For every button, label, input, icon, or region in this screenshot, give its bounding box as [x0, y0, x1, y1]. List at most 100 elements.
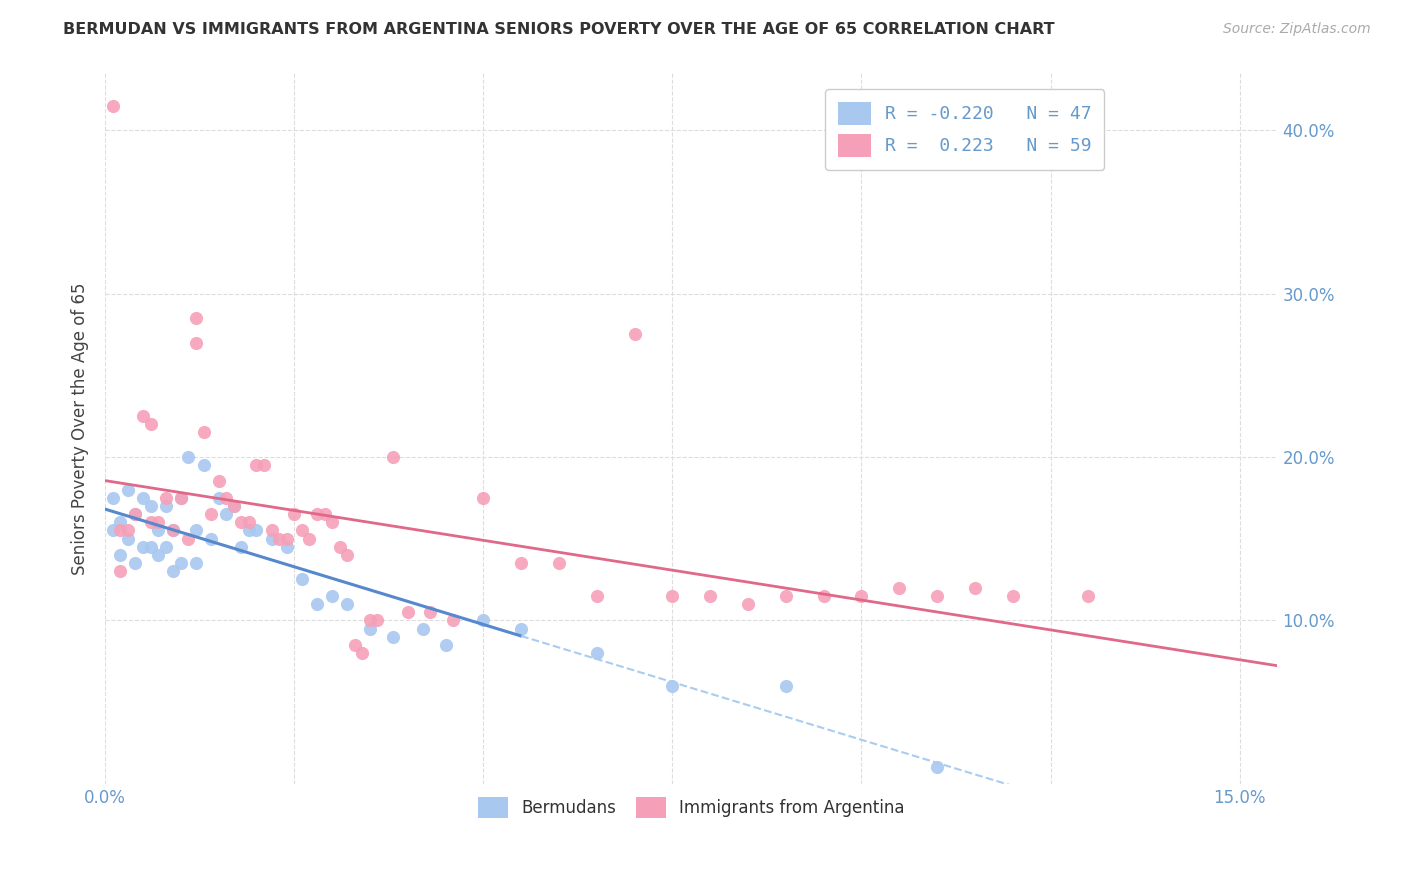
Point: [170, 491, 193, 505]
Point: [139, 540, 162, 554]
Point: [352, 646, 374, 660]
Point: [276, 540, 298, 554]
Point: [101, 98, 124, 112]
Point: [110, 524, 132, 538]
Point: [925, 760, 948, 774]
Point: [321, 516, 343, 530]
Point: [184, 524, 207, 538]
Point: [184, 311, 207, 326]
Point: [124, 556, 146, 570]
Point: [472, 491, 495, 505]
Point: [162, 524, 184, 538]
Point: [162, 524, 184, 538]
Text: BERMUDAN VS IMMIGRANTS FROM ARGENTINA SENIORS POVERTY OVER THE AGE OF 65 CORRELA: BERMUDAN VS IMMIGRANTS FROM ARGENTINA SE…: [63, 22, 1054, 37]
Point: [200, 532, 222, 546]
Point: [925, 589, 948, 603]
Point: [1001, 589, 1024, 603]
Point: [215, 491, 238, 505]
Point: [305, 597, 328, 611]
Point: [124, 507, 146, 521]
Point: [208, 475, 231, 489]
Point: [101, 491, 124, 505]
Point: [177, 450, 200, 464]
Legend: Bermudans, Immigrants from Argentina: Bermudans, Immigrants from Argentina: [471, 790, 911, 825]
Point: [208, 491, 231, 505]
Point: [329, 540, 352, 554]
Point: [548, 556, 571, 570]
Point: [155, 499, 177, 513]
Point: [101, 524, 124, 538]
Point: [1077, 589, 1099, 603]
Point: [472, 613, 495, 627]
Point: [132, 409, 155, 423]
Point: [269, 532, 291, 546]
Point: [889, 581, 911, 595]
Point: [336, 548, 359, 562]
Point: [184, 556, 207, 570]
Point: [412, 622, 434, 636]
Point: [253, 458, 276, 472]
Point: [343, 638, 366, 652]
Point: [775, 679, 797, 693]
Point: [215, 507, 238, 521]
Point: [260, 524, 283, 538]
Point: [117, 483, 139, 497]
Point: [661, 679, 683, 693]
Point: [146, 548, 169, 562]
Point: [139, 417, 162, 432]
Point: [441, 613, 464, 627]
Point: [132, 491, 155, 505]
Point: [177, 532, 200, 546]
Point: [193, 458, 215, 472]
Point: [314, 507, 336, 521]
Point: [381, 630, 404, 644]
Point: [231, 540, 253, 554]
Point: [222, 499, 245, 513]
Point: [775, 589, 797, 603]
Point: [291, 573, 314, 587]
Point: [359, 613, 381, 627]
Point: [222, 499, 245, 513]
Point: [585, 589, 607, 603]
Point: [434, 638, 457, 652]
Y-axis label: Seniors Poverty Over the Age of 65: Seniors Poverty Over the Age of 65: [72, 282, 89, 574]
Point: [170, 556, 193, 570]
Point: [366, 613, 388, 627]
Point: [396, 605, 419, 619]
Point: [155, 540, 177, 554]
Point: [510, 556, 533, 570]
Point: [298, 532, 321, 546]
Text: Source: ZipAtlas.com: Source: ZipAtlas.com: [1223, 22, 1371, 37]
Point: [291, 524, 314, 538]
Point: [170, 491, 193, 505]
Point: [132, 540, 155, 554]
Point: [336, 597, 359, 611]
Point: [359, 622, 381, 636]
Point: [245, 458, 267, 472]
Point: [813, 589, 835, 603]
Point: [699, 589, 721, 603]
Point: [155, 491, 177, 505]
Point: [661, 589, 683, 603]
Point: [585, 646, 607, 660]
Point: [419, 605, 441, 619]
Point: [117, 524, 139, 538]
Point: [851, 589, 873, 603]
Point: [510, 622, 533, 636]
Point: [963, 581, 986, 595]
Point: [231, 516, 253, 530]
Point: [238, 524, 260, 538]
Point: [193, 425, 215, 440]
Point: [245, 524, 267, 538]
Point: [124, 507, 146, 521]
Point: [737, 597, 759, 611]
Point: [238, 516, 260, 530]
Point: [283, 507, 305, 521]
Point: [110, 516, 132, 530]
Point: [139, 516, 162, 530]
Point: [139, 499, 162, 513]
Point: [146, 524, 169, 538]
Point: [381, 450, 404, 464]
Point: [305, 507, 328, 521]
Point: [110, 564, 132, 578]
